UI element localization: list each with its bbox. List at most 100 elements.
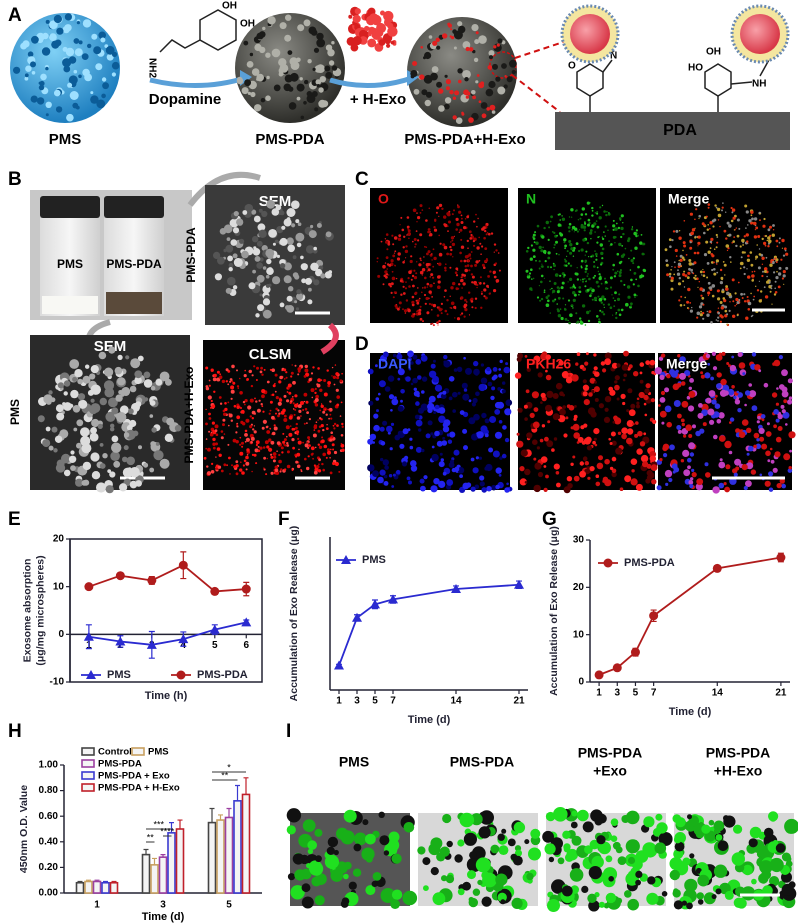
texture bbox=[444, 289, 447, 292]
texture bbox=[439, 253, 443, 257]
texture bbox=[210, 407, 212, 409]
texture bbox=[70, 91, 79, 100]
texture bbox=[773, 271, 775, 273]
texture bbox=[635, 279, 637, 281]
texture bbox=[627, 388, 632, 393]
texture bbox=[594, 366, 598, 370]
texture bbox=[438, 235, 440, 237]
texture bbox=[540, 401, 543, 404]
texture bbox=[151, 386, 156, 391]
texture bbox=[336, 389, 339, 392]
texture bbox=[332, 65, 337, 70]
texture bbox=[574, 231, 575, 232]
texture bbox=[576, 273, 579, 276]
texture bbox=[569, 216, 570, 217]
texture bbox=[449, 267, 451, 269]
texture bbox=[485, 419, 490, 424]
texture bbox=[776, 271, 778, 273]
texture bbox=[553, 247, 555, 249]
texture bbox=[736, 227, 737, 228]
texture bbox=[326, 424, 327, 425]
texture bbox=[768, 240, 772, 244]
texture bbox=[443, 472, 447, 476]
texture bbox=[547, 420, 550, 423]
texture bbox=[533, 392, 537, 396]
legend-marker bbox=[604, 559, 613, 568]
texture bbox=[224, 433, 226, 435]
texture bbox=[316, 33, 323, 40]
texture bbox=[584, 285, 586, 287]
texture bbox=[605, 214, 607, 216]
texture bbox=[408, 232, 411, 235]
texture bbox=[718, 841, 729, 852]
texture bbox=[437, 285, 441, 289]
texture bbox=[293, 853, 304, 864]
texture bbox=[474, 58, 478, 62]
texture bbox=[571, 374, 578, 381]
texture bbox=[670, 870, 680, 880]
texture bbox=[699, 305, 702, 308]
texture bbox=[277, 441, 281, 445]
texture bbox=[567, 476, 572, 481]
texture bbox=[776, 245, 778, 247]
texture bbox=[467, 260, 469, 262]
texture bbox=[560, 308, 562, 310]
texture bbox=[315, 395, 319, 399]
texture bbox=[697, 245, 698, 246]
texture bbox=[293, 402, 295, 404]
texture bbox=[499, 420, 503, 424]
texture bbox=[660, 411, 667, 418]
texture bbox=[559, 409, 566, 416]
texture bbox=[250, 441, 253, 444]
texture bbox=[406, 234, 408, 236]
texture bbox=[628, 871, 634, 877]
texture bbox=[285, 15, 291, 21]
texture bbox=[273, 456, 276, 459]
texture bbox=[446, 86, 450, 90]
texture bbox=[710, 377, 714, 381]
texture bbox=[392, 271, 394, 273]
texture bbox=[546, 812, 555, 821]
texture bbox=[743, 293, 745, 295]
texture bbox=[478, 35, 487, 44]
texture bbox=[397, 378, 400, 381]
texture bbox=[473, 398, 478, 403]
texture bbox=[594, 438, 597, 441]
texture bbox=[720, 301, 723, 304]
texture bbox=[398, 234, 401, 237]
texture bbox=[565, 416, 568, 419]
texture bbox=[524, 417, 528, 421]
texture bbox=[546, 375, 552, 381]
texture bbox=[53, 448, 57, 452]
texture bbox=[627, 296, 630, 299]
texture bbox=[622, 233, 624, 235]
texture bbox=[222, 419, 225, 422]
texture bbox=[285, 371, 287, 373]
texture bbox=[776, 258, 779, 261]
texture bbox=[767, 245, 769, 247]
texture bbox=[669, 238, 672, 241]
texture bbox=[486, 486, 492, 492]
texture bbox=[439, 407, 446, 414]
texture bbox=[376, 409, 379, 412]
texture bbox=[701, 274, 702, 275]
texture bbox=[714, 828, 720, 834]
texture bbox=[505, 362, 508, 365]
texture bbox=[424, 52, 431, 59]
texture bbox=[775, 291, 778, 294]
y-tick-label: 0 bbox=[58, 629, 64, 640]
texture bbox=[315, 398, 319, 402]
texture bbox=[616, 363, 620, 367]
texture bbox=[428, 420, 433, 425]
texture bbox=[100, 38, 105, 43]
texture bbox=[95, 63, 102, 70]
texture bbox=[419, 258, 421, 260]
texture bbox=[408, 481, 412, 485]
texture bbox=[495, 402, 502, 409]
texture bbox=[393, 474, 396, 477]
texture bbox=[249, 425, 252, 428]
texture bbox=[698, 413, 704, 419]
plot-frame bbox=[70, 539, 262, 682]
texture bbox=[647, 876, 655, 884]
texture bbox=[488, 382, 493, 387]
